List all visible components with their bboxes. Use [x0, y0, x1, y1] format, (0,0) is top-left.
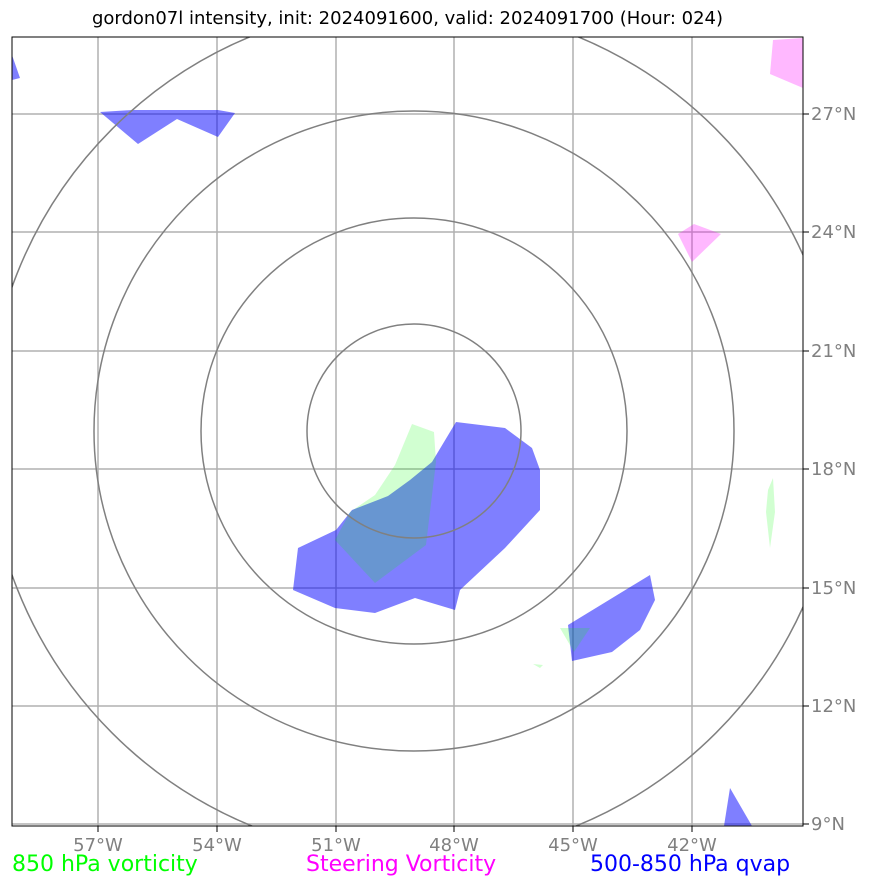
lat-tick-label: 18°N [811, 459, 856, 480]
range-ring-1 [306, 323, 522, 539]
vort850-layer [335, 424, 775, 668]
qvap-se-region [724, 788, 752, 826]
lat-tick-label: 27°N [811, 104, 856, 125]
lon-tick-label: 48°W [429, 835, 479, 856]
vort850-main-region [335, 424, 436, 583]
lon-tick-label: 51°W [311, 835, 361, 856]
range-ring-2 [200, 217, 628, 645]
range-rings [12, 37, 803, 826]
lon-tick-label: 57°W [73, 835, 123, 856]
qvap-layer [12, 55, 752, 826]
steering-ne-region [770, 38, 803, 88]
lon-axis: 57°W 54°W 51°W 48°W 45°W 42°W [73, 826, 717, 856]
lon-tick-label: 54°W [192, 835, 242, 856]
lat-tick-label: 24°N [811, 222, 856, 243]
lon-tick-label: 42°W [667, 835, 717, 856]
map-frame [11, 36, 804, 827]
vort850-edge-region [766, 478, 775, 548]
lat-axis: 27°N 24°N 21°N 18°N 15°N 12°N 9°N [803, 104, 856, 835]
chart-title: gordon07l intensity, init: 2024091600, v… [91, 8, 724, 29]
lon-tick-label: 45°W [548, 835, 598, 856]
legend-qvap: 500-850 hPa qvap [590, 852, 791, 877]
lat-tick-label: 15°N [811, 578, 856, 599]
legend-steering-vorticity: Steering Vorticity [306, 852, 497, 877]
qvap-main-region [293, 422, 540, 613]
lat-tick-label: 9°N [811, 814, 845, 835]
lat-tick-label: 12°N [811, 696, 856, 717]
qvap-east-region [568, 575, 655, 661]
graticule [12, 37, 803, 826]
qvap-north-region [100, 110, 235, 144]
lat-tick-label: 21°N [811, 341, 856, 362]
vort850-east-region [560, 628, 590, 652]
steering-east-region [678, 224, 721, 262]
legend-vort850: 850 hPa vorticity [12, 852, 198, 877]
steering-layer [678, 38, 803, 262]
range-ring-3 [93, 110, 735, 752]
vort850-speck-region [533, 664, 543, 668]
qvap-corner-region [12, 55, 20, 80]
